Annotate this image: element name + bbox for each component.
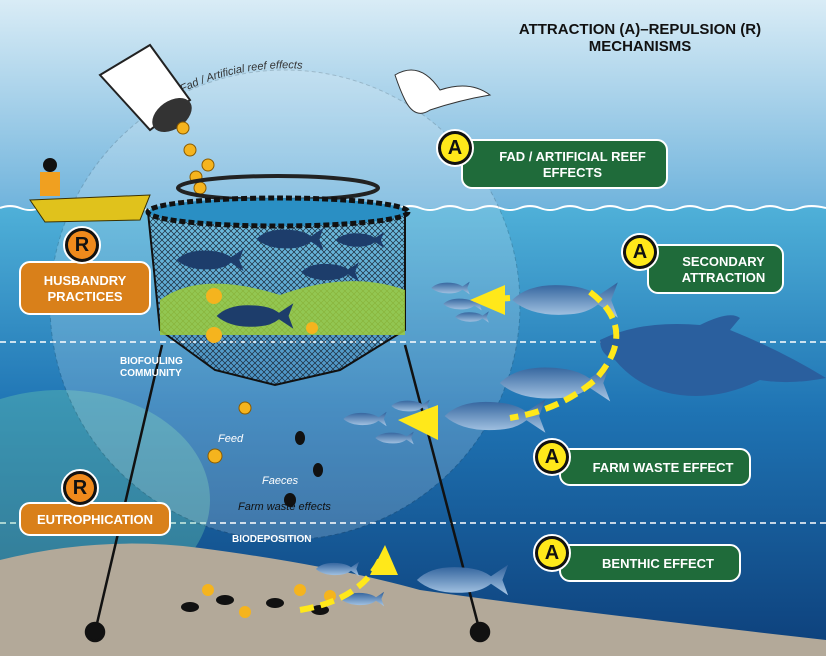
mechanism-label: FAD / ARTIFICIAL REEF (499, 149, 646, 164)
mechanism-box (19, 502, 171, 536)
badge-letter: R (73, 477, 88, 499)
annotation: BIODEPOSITION (232, 534, 311, 545)
title: ATTRACTION (A)–REPULSION (R) (519, 21, 761, 38)
mechanism-label: HUSBANDRY (44, 273, 127, 288)
boat (29, 158, 151, 223)
mechanism-label: EFFECTS (543, 165, 603, 180)
annotation: Farm waste effects (238, 501, 331, 513)
annotation: BIOFOULING (120, 356, 183, 367)
badge-letter: A (545, 542, 559, 564)
badge-inner (66, 474, 94, 502)
badge-letter: A (633, 241, 647, 263)
bird (394, 69, 492, 114)
mechanism-label: ATTRACTION (682, 270, 766, 285)
badge-letter: A (448, 137, 462, 159)
mechanism-box (647, 244, 784, 294)
annotation: Faeces (262, 475, 299, 487)
badge-inner (626, 238, 654, 266)
title: MECHANISMS (589, 38, 692, 55)
badge-inner (538, 539, 566, 567)
annotation: Feed (218, 433, 244, 445)
badge-inner (538, 443, 566, 471)
arrowhead (370, 545, 398, 575)
badge-inner (68, 231, 96, 259)
arrowhead (470, 285, 505, 315)
mechanism-label: EUTROPHICATION (37, 512, 153, 527)
mechanism-box (461, 139, 668, 189)
badge-inner (441, 134, 469, 162)
seafloor (0, 543, 826, 656)
mechanism-box (19, 261, 151, 315)
badge-letter: R (75, 234, 90, 256)
annotation: COMMUNITY (120, 368, 182, 379)
cage (145, 174, 411, 387)
badge-letter: A (545, 446, 559, 468)
mechanism-label: PRACTICES (47, 289, 122, 304)
mechanism-label: BENTHIC EFFECT (602, 556, 714, 571)
mechanism-label: SECONDARY (682, 254, 765, 269)
mechanism-label: FARM WASTE EFFECT (593, 460, 734, 475)
arrowhead (398, 405, 438, 440)
dolphin (600, 315, 826, 396)
